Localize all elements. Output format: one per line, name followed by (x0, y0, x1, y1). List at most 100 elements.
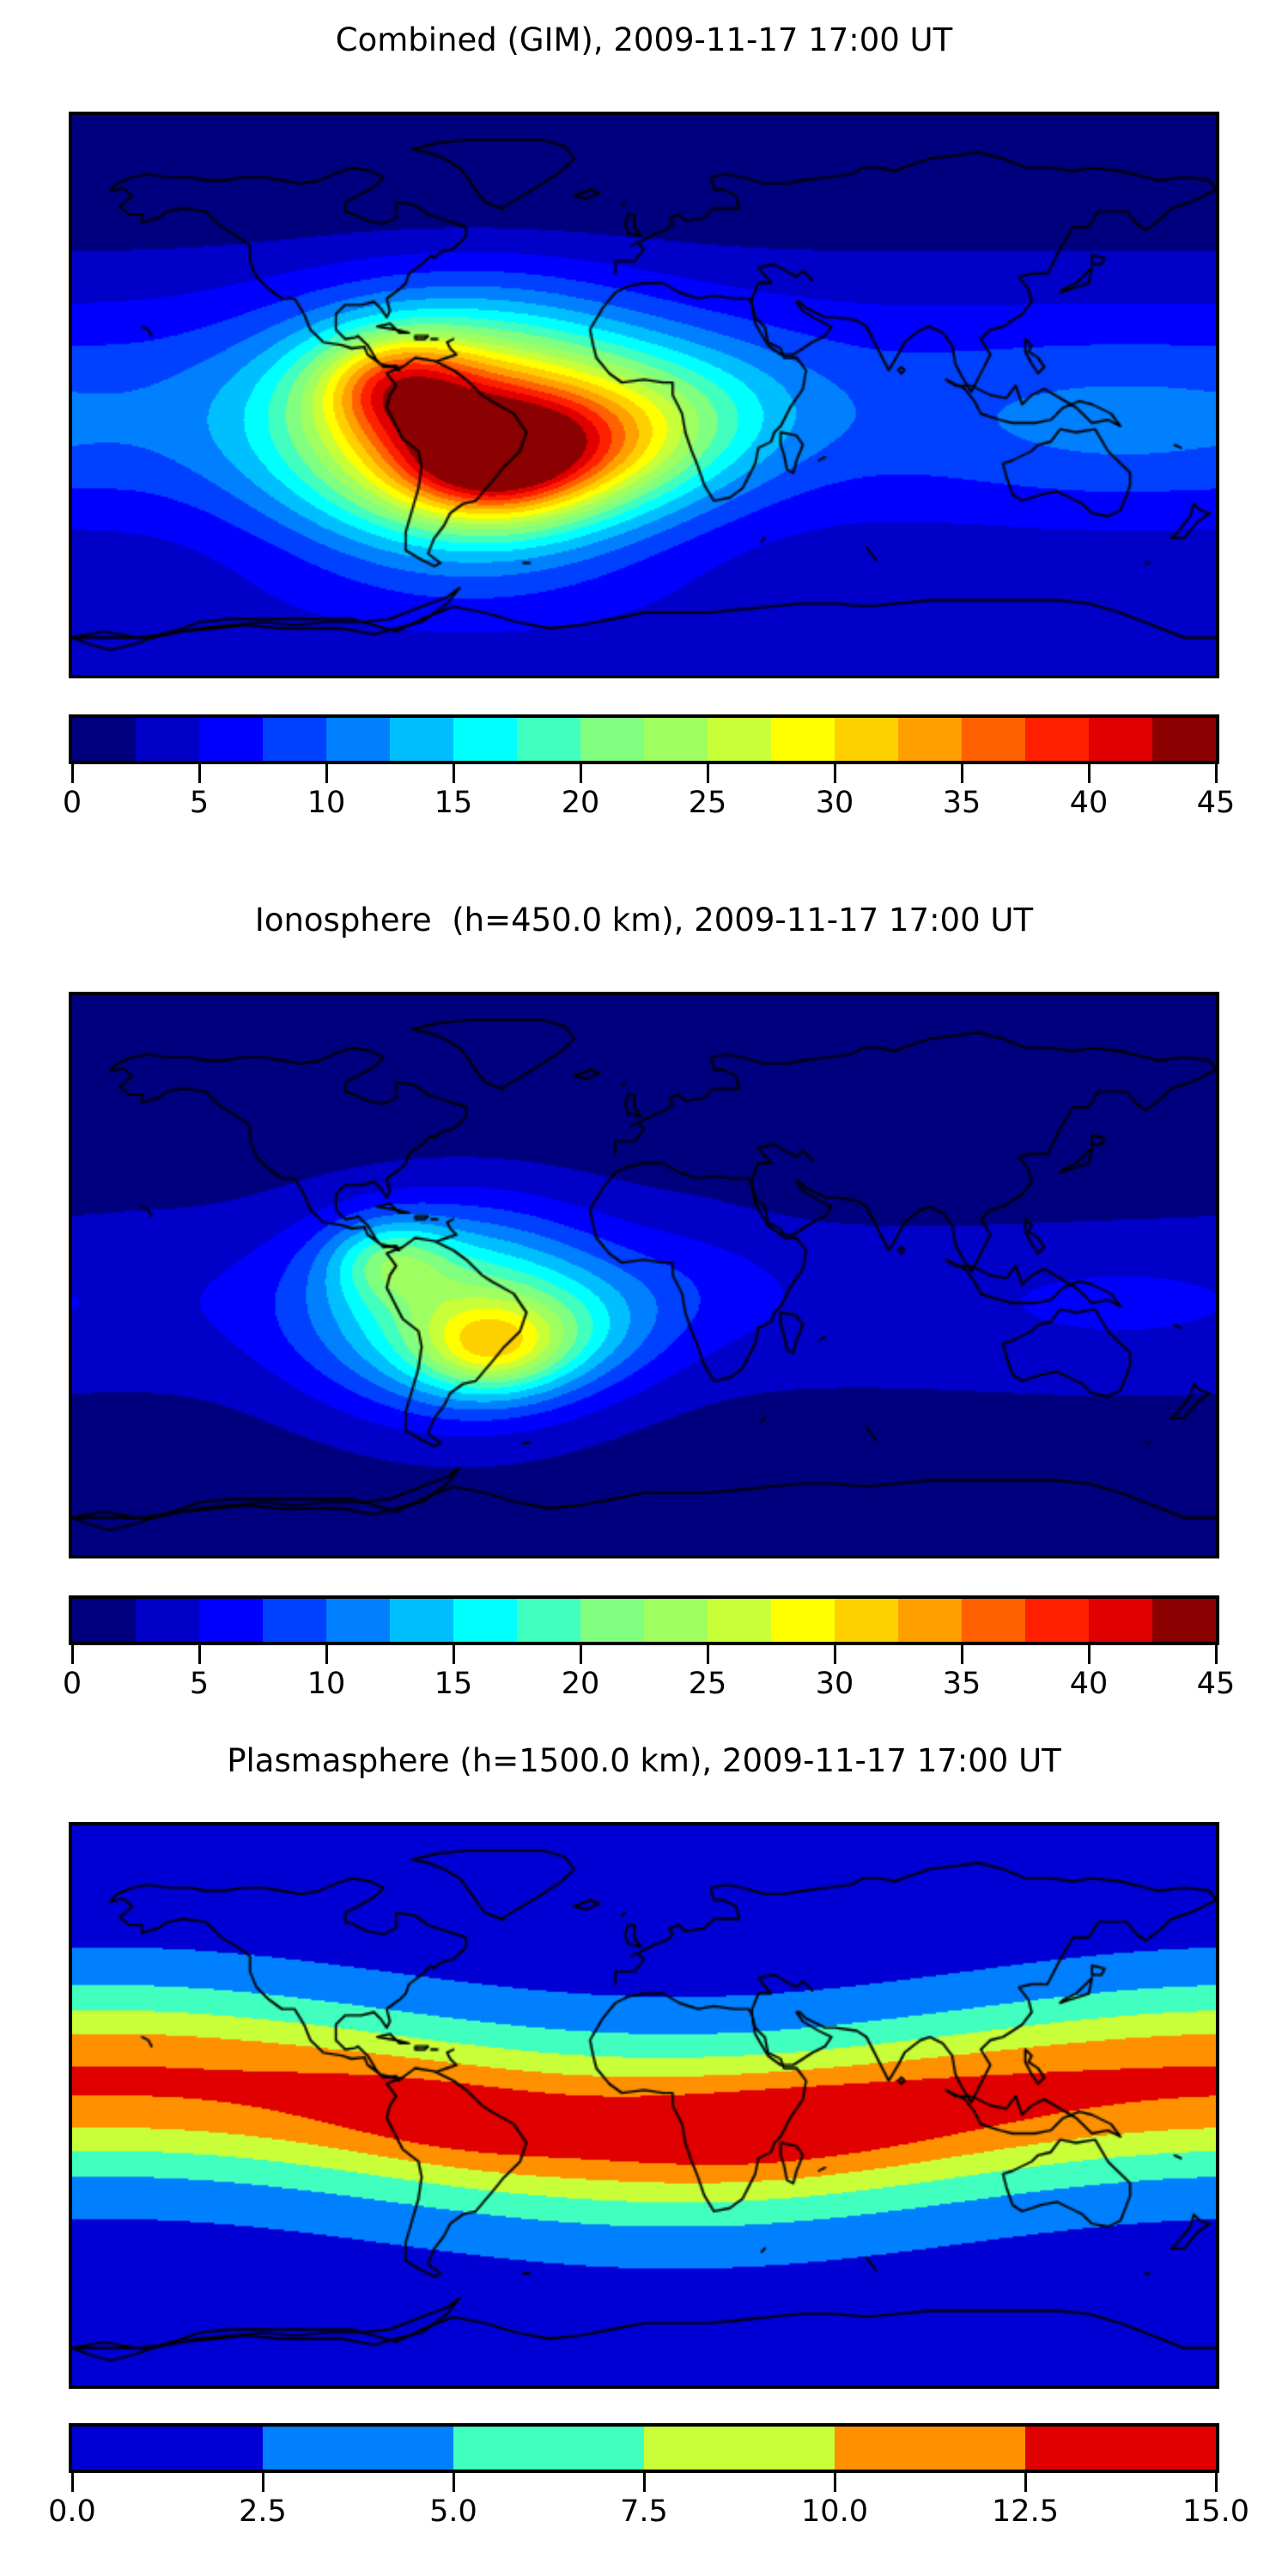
colorbar-gradient-ionosphere (69, 1595, 1219, 1645)
colorbar-band-10 (708, 1599, 771, 1642)
colorbar-band-2 (199, 1599, 263, 1642)
colorbar-tick-0 (70, 764, 74, 783)
colorbar-ticks-ionosphere: 0 5 10 15 20 25 30 35 40 45 (0, 1645, 1288, 1722)
colorbar-tick-label-2: 5.0 (429, 2494, 477, 2529)
colorbar-band-13 (898, 1599, 962, 1642)
colorbar-band-0 (72, 718, 136, 761)
colorbar-band-3 (263, 718, 326, 761)
colorbar-tick-label-3: 15 (434, 786, 473, 820)
colorbar-tick-4 (579, 1645, 582, 1664)
colorbar-tick-label-7: 35 (942, 786, 981, 820)
panel-title-combined: Combined (GIM), 2009-11-17 17:00 UT (335, 21, 953, 58)
colorbar-tick-label-9: 45 (1196, 1667, 1236, 1701)
colorbar-band-15 (1025, 1599, 1089, 1642)
colorbar-tick-4 (833, 2473, 836, 2492)
colorbar-band-14 (962, 1599, 1025, 1642)
colorbar-tick-5 (706, 764, 709, 783)
colorbar-tick-label-3: 7.5 (620, 2494, 668, 2529)
colorbar-band-9 (644, 1599, 708, 1642)
map-canvas-combined (72, 115, 1216, 675)
colorbar-band-0 (72, 2427, 263, 2470)
colorbar-band-10 (708, 718, 771, 761)
colorbar-tick-label-6: 15.0 (1182, 2494, 1249, 2529)
colorbar-tick-label-4: 20 (561, 786, 600, 820)
colorbar-band-5 (390, 718, 453, 761)
colorbar-tick-2 (452, 2473, 455, 2492)
colorbar-tick-label-7: 35 (942, 1667, 981, 1701)
map-ionosphere (69, 992, 1219, 1558)
colorbar-tick-label-4: 20 (561, 1667, 600, 1701)
colorbar-tick-6 (833, 1645, 836, 1664)
colorbar-tick-label-0: 0 (62, 1667, 82, 1701)
colorbar-tick-label-5: 25 (688, 786, 727, 820)
colorbar-band-9 (644, 718, 708, 761)
colorbar-combined (69, 714, 1219, 764)
colorbar-tick-9 (1214, 1645, 1218, 1664)
colorbar-tick-label-1: 5 (189, 1667, 210, 1701)
colorbar-band-3 (263, 1599, 326, 1642)
panel-title-plasmasphere: Plasmasphere (h=1500.0 km), 2009-11-17 1… (227, 1742, 1061, 1779)
colorbar-tick-1 (197, 1645, 201, 1664)
colorbar-band-1 (263, 2427, 453, 2470)
colorbar-tick-4 (579, 764, 582, 783)
colorbar-tick-7 (960, 764, 963, 783)
colorbar-tick-1 (261, 2473, 264, 2492)
colorbar-ionosphere (69, 1595, 1219, 1645)
colorbar-tick-label-2: 10 (307, 1667, 346, 1701)
colorbar-ticks-combined: 0 5 10 15 20 25 30 35 40 45 (0, 764, 1288, 841)
colorbar-band-17 (1152, 718, 1216, 761)
colorbar-tick-0 (70, 1645, 74, 1664)
colorbar-band-15 (1025, 718, 1089, 761)
colorbar-band-1 (136, 1599, 199, 1642)
colorbar-tick-0 (70, 2473, 74, 2492)
colorbar-band-5 (390, 1599, 453, 1642)
colorbar-tick-5 (706, 1645, 709, 1664)
colorbar-band-7 (517, 718, 580, 761)
colorbar-tick-label-5: 25 (688, 1667, 727, 1701)
colorbar-band-3 (644, 2427, 835, 2470)
map-canvas-ionosphere (72, 995, 1216, 1555)
colorbar-band-8 (580, 1599, 644, 1642)
colorbar-band-6 (453, 1599, 517, 1642)
colorbar-tick-3 (452, 764, 455, 783)
colorbar-band-12 (835, 718, 898, 761)
colorbar-band-16 (1089, 1599, 1152, 1642)
colorbar-band-6 (453, 718, 517, 761)
colorbar-tick-label-4: 10.0 (801, 2494, 868, 2529)
colorbar-tick-6 (833, 764, 836, 783)
map-canvas-plasmasphere (72, 1826, 1216, 2385)
colorbar-tick-2 (325, 764, 328, 783)
colorbar-band-2 (199, 718, 263, 761)
colorbar-band-0 (72, 1599, 136, 1642)
colorbar-tick-7 (960, 1645, 963, 1664)
colorbar-band-4 (326, 1599, 390, 1642)
colorbar-plasmasphere (69, 2423, 1219, 2473)
colorbar-band-1 (136, 718, 199, 761)
colorbar-band-2 (453, 2427, 644, 2470)
colorbar-tick-label-1: 2.5 (239, 2494, 287, 2529)
colorbar-band-5 (1025, 2427, 1216, 2470)
colorbar-tick-8 (1087, 764, 1091, 783)
colorbar-tick-2 (325, 1645, 328, 1664)
colorbar-gradient-plasmasphere (69, 2423, 1219, 2473)
colorbar-tick-label-6: 30 (815, 786, 854, 820)
colorbar-tick-5 (1024, 2473, 1027, 2492)
colorbar-tick-label-6: 30 (815, 1667, 854, 1701)
colorbar-tick-label-9: 45 (1196, 786, 1236, 820)
colorbar-tick-label-0: 0 (62, 786, 82, 820)
colorbar-tick-3 (452, 1645, 455, 1664)
colorbar-ticks-plasmasphere: 0.0 2.5 5.0 7.5 10.0 12.5 15.0 (0, 2473, 1288, 2550)
colorbar-band-17 (1152, 1599, 1216, 1642)
colorbar-tick-8 (1087, 1645, 1091, 1664)
colorbar-band-7 (517, 1599, 580, 1642)
colorbar-tick-label-1: 5 (189, 786, 210, 820)
colorbar-gradient-combined (69, 714, 1219, 764)
colorbar-band-4 (326, 718, 390, 761)
colorbar-band-11 (771, 1599, 835, 1642)
colorbar-tick-label-2: 10 (307, 786, 346, 820)
colorbar-tick-9 (1214, 764, 1218, 783)
colorbar-band-12 (835, 1599, 898, 1642)
colorbar-band-14 (962, 718, 1025, 761)
colorbar-tick-label-3: 15 (434, 1667, 473, 1701)
